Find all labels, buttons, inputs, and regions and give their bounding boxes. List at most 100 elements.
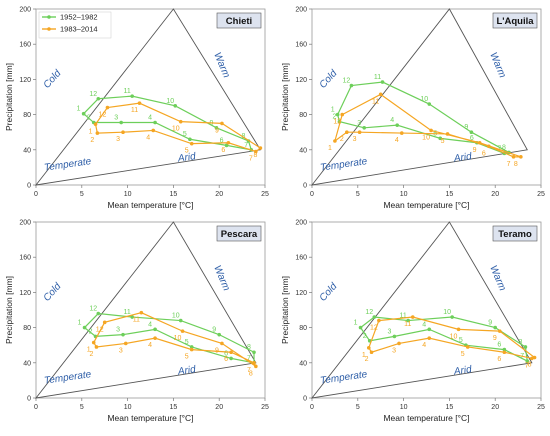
month-label: 12 [342,78,350,85]
y-tick-label: 40 [299,360,307,367]
month-label: 9 [215,347,219,354]
data-point [189,347,194,352]
month-label: 7 [507,161,511,168]
month-label: 3 [116,136,120,143]
month-label: 11 [404,321,411,328]
data-point [358,325,363,330]
data-point [151,128,156,133]
data-point [254,149,258,154]
month-label: 11 [124,88,131,95]
x-tick-label: 20 [491,404,499,411]
x-tick-label: 15 [170,404,178,411]
data-point [226,140,231,145]
y-axis-title: Precipitation [mm] [4,63,14,131]
data-point [252,350,256,355]
month-label: 2 [87,115,91,122]
x-tick-label: 20 [491,191,499,198]
month-label: 1 [354,320,358,327]
data-point [502,347,507,352]
month-label: 1 [78,320,82,327]
climate-triangle [34,8,262,186]
station-box [492,12,538,29]
x-tick-label: 0 [310,191,314,198]
month-label: 3 [116,327,120,334]
y-tick-label: 120 [295,77,307,84]
data-point [91,340,96,345]
data-point [153,120,157,125]
station-name: Pescara [221,229,258,240]
x-tick-label: 5 [356,404,360,411]
station-name: L'Aquila [496,16,534,27]
x-tick-label: 0 [310,404,314,411]
month-label: 11 [400,313,407,320]
month-label: 6 [497,356,501,363]
month-label: 7 [247,367,251,374]
data-point [369,350,374,355]
month-label: 5 [459,337,463,344]
data-point [429,128,433,133]
x-axis-title: Mean temperature [°C] [383,413,469,423]
month-label: 4 [148,115,152,122]
y-tick-label: 160 [295,255,307,262]
y-tick-label: 40 [299,147,307,154]
y-axis-title: Precipitation [mm] [280,276,290,344]
data-point [102,320,107,325]
data-point [178,119,183,124]
climate-triangle [310,221,533,399]
x-tick-label: 15 [446,191,454,198]
zone-label-arid: Arid [452,364,473,378]
month-label: 11 [372,98,379,105]
zone-label-arid: Arid [176,364,197,378]
month-label: 1 [77,106,81,113]
month-label: 4 [148,342,152,349]
month-label: 5 [461,351,465,358]
legend-label: 1983–2014 [60,25,98,34]
y-tick-label: 80 [299,112,307,119]
y-tick-label: 200 [295,7,307,14]
legend-label: 1952–1982 [60,13,98,22]
month-label: 6 [497,342,501,349]
month-label: 9 [464,124,468,131]
y-axis-title: Precipitation [mm] [4,276,14,344]
month-label: 10 [450,333,458,340]
y-tick-label: 0 [303,396,307,403]
month-label: 10 [443,309,451,316]
month-label: 6 [220,137,224,144]
x-tick-label: 25 [537,404,545,411]
month-label: 3 [392,347,396,354]
month-label: 9 [212,327,216,334]
data-point [214,126,219,130]
zone-label-arid: Arid [176,151,197,165]
data-point [229,356,233,361]
month-label: 12 [333,119,341,126]
legend-marker [47,15,51,19]
data-point [220,121,224,126]
data-point [178,318,183,323]
data-point [333,139,337,143]
month-label: 5 [441,138,445,145]
data-point [469,130,474,134]
data-point [456,327,461,332]
data-point [493,325,498,330]
x-tick-label: 0 [34,191,38,198]
x-axis-title: Mean temperature [°C] [383,200,469,210]
data-point [357,130,362,134]
data-point [180,329,185,333]
station-box [216,225,262,242]
data-point [427,102,432,106]
month-label: 8 [502,144,506,151]
data-point [377,318,381,323]
x-tick-label: 20 [215,404,223,411]
month-label: 8 [249,370,253,377]
x-tick-label: 25 [537,191,545,198]
y-tick-label: 0 [303,183,307,190]
month-label: 9 [473,147,477,154]
month-label: 1 [89,128,93,135]
month-label: 9 [488,320,492,327]
y-tick-label: 0 [27,396,31,403]
month-label: 10 [422,134,430,141]
data-point [410,315,415,319]
month-label: 1 [331,107,335,114]
x-tick-label: 10 [124,404,132,411]
